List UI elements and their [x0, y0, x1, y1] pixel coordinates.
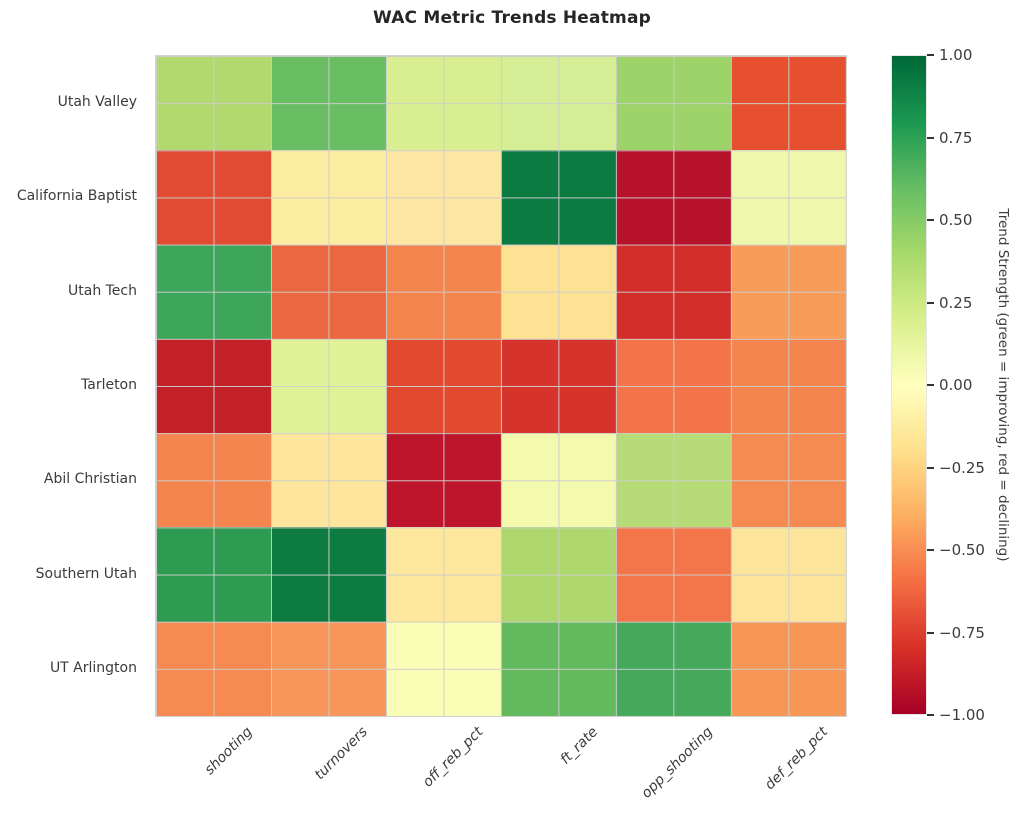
- heatmap-cell: [271, 338, 386, 434]
- heatmap-cell: [156, 527, 271, 622]
- heatmap-cell: [501, 150, 616, 245]
- heatmap-cell: [386, 150, 501, 245]
- heatmap-cell: [156, 56, 271, 151]
- colorbar-tick-label: −0.25: [939, 458, 985, 477]
- heatmap-cell: [731, 338, 846, 434]
- heatmap-cell: [616, 433, 731, 528]
- heatmap-cell: [731, 244, 846, 339]
- heatmap-cell: [501, 621, 616, 716]
- heatmap-cell: [616, 527, 731, 622]
- heatmap-cell: [271, 56, 386, 151]
- y-axis-labels: Utah Valley California Baptist Utah Tech Ta…: [0, 55, 147, 715]
- heatmap-cell: [386, 621, 501, 716]
- colorbar-tick-mark: [927, 136, 934, 139]
- colorbar-label: Trend Strength (green = improving, red =…: [995, 208, 1011, 562]
- heatmap-plot-area: [155, 55, 847, 717]
- colorbar-tick-mark: [927, 549, 934, 551]
- colorbar-tick-label: 0.00: [939, 376, 973, 394]
- heatmap-cell: [156, 621, 271, 716]
- colorbar-tick-label: −0.50: [939, 541, 985, 559]
- heatmap-cell: [731, 527, 846, 622]
- x-tick-label: ft_rate: [557, 724, 601, 768]
- heatmap-cell: [616, 338, 731, 434]
- x-tick-label: def_reb_pct: [761, 724, 831, 794]
- colorbar-tick-mark: [927, 631, 934, 634]
- colorbar-ticks: 1.00 0.75 0.50 0.25 0.00 −0.25 −0.50 −0.75 −1.00: [927, 46, 1017, 724]
- heatmap-cell: [616, 56, 731, 151]
- heatmap-cell: [386, 338, 501, 434]
- colorbar-tick: 1.00: [927, 46, 972, 64]
- heatmap-cell: [501, 338, 616, 434]
- heatmap-cell: [616, 621, 731, 716]
- heatmap-cell: [271, 150, 386, 245]
- y-tick-label: Utah Valley: [57, 94, 137, 111]
- colorbar-tick-label: 1.00: [939, 46, 973, 64]
- heatmap-cell: [616, 150, 731, 245]
- x-tick-label: opp_shooting: [638, 724, 716, 802]
- heatmap-cell: [156, 150, 271, 245]
- heatmap-cell: [731, 56, 846, 151]
- colorbar-gradient: [891, 55, 927, 715]
- colorbar-tick-mark: [927, 219, 934, 221]
- colorbar-tick: 0.00: [927, 376, 972, 394]
- colorbar-tick: 0.25: [927, 294, 972, 312]
- heatmap-cell: [386, 433, 501, 528]
- colorbar-tick-label: 0.75: [939, 128, 973, 147]
- y-tick-label: UT Arlington: [49, 659, 137, 676]
- x-tick-label: off_reb_pct: [419, 724, 486, 791]
- heatmap-cell: [501, 56, 616, 151]
- colorbar-tick-label: 0.25: [939, 293, 973, 312]
- heatmap-cell: [616, 244, 731, 339]
- heatmap-cell: [501, 244, 616, 339]
- heatmap-cell: [271, 433, 386, 528]
- colorbar-tick-label: 0.50: [939, 211, 973, 229]
- heatmap-cell: [386, 527, 501, 622]
- heatmap-cell: [386, 56, 501, 151]
- heatmap-cell: [271, 244, 386, 339]
- y-tick-label: California Baptist: [16, 188, 137, 205]
- colorbar-tick: −0.75: [927, 624, 985, 642]
- heatmap-cell: [731, 621, 846, 716]
- colorbar-tick-label: −0.75: [939, 623, 985, 642]
- x-tick-label: shooting: [201, 724, 256, 779]
- y-tick-label: Abil Christian: [43, 471, 137, 488]
- y-tick-label: Southern Utah: [35, 565, 137, 582]
- heatmap-cell: [156, 244, 271, 339]
- heatmap-cell: [501, 527, 616, 622]
- colorbar-tick: 0.50: [927, 211, 972, 229]
- colorbar-tick-mark: [927, 384, 934, 386]
- heatmap-cells: [156, 56, 846, 716]
- colorbar-tick: −1.00: [927, 706, 985, 724]
- y-tick-label: Tarleton: [81, 377, 137, 393]
- heatmap-cell: [386, 244, 501, 339]
- x-tick-label: turnovers: [311, 724, 371, 784]
- y-tick-label: Utah Tech: [68, 282, 137, 299]
- heatmap-cell: [156, 338, 271, 434]
- colorbar-tick: −0.25: [927, 459, 985, 477]
- heatmap-cell: [501, 433, 616, 528]
- heatmap-cell: [731, 150, 846, 245]
- colorbar-tick-mark: [927, 466, 934, 469]
- colorbar-tick-label: −1.00: [939, 706, 985, 724]
- heatmap-cell: [731, 433, 846, 528]
- colorbar-tick: −0.50: [927, 541, 985, 559]
- colorbar-tick-mark: [927, 54, 934, 56]
- colorbar-tick-mark: [927, 301, 934, 304]
- colorbar-tick: 0.75: [927, 129, 972, 147]
- heatmap-cell: [156, 433, 271, 528]
- chart-title: WAC Metric Trends Heatmap: [373, 8, 651, 28]
- heatmap-cell: [271, 527, 386, 622]
- heatmap-cell: [271, 621, 386, 716]
- colorbar-tick-mark: [927, 714, 934, 716]
